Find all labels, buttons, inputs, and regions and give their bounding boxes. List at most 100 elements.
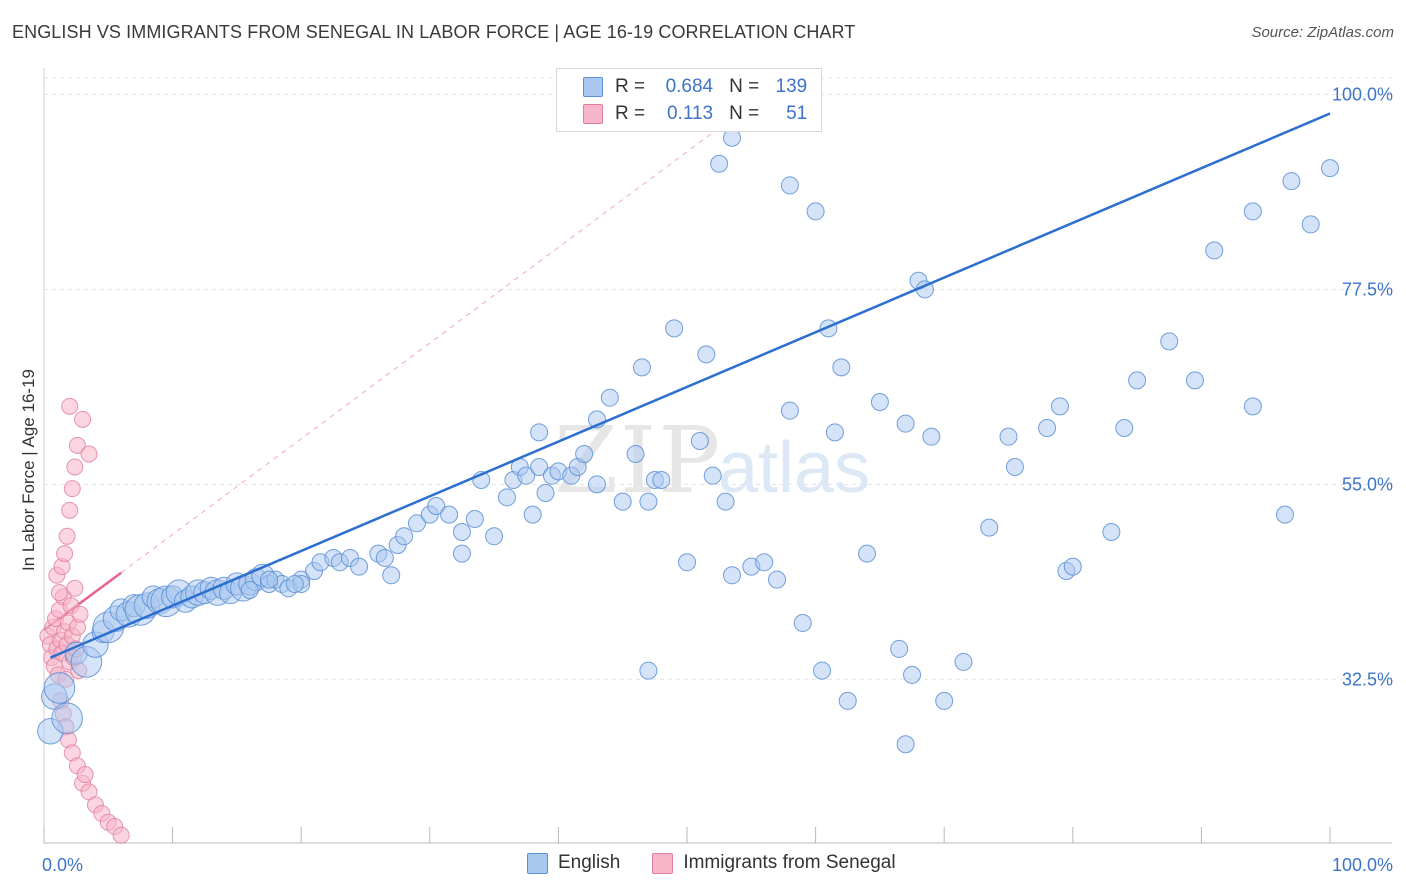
english-point [832, 358, 851, 377]
english-point [485, 527, 504, 546]
english-point [678, 553, 696, 572]
legend-swatch-english [583, 77, 603, 97]
english-point [1282, 172, 1301, 191]
y-axis-label: In Labor Force | Age 16-19 [19, 369, 38, 571]
legend-item-senegal[interactable]: Immigrants from Senegal [652, 852, 896, 874]
english-point [716, 492, 735, 511]
english-point [1321, 159, 1339, 178]
senegal-point [56, 545, 74, 563]
english-point [697, 345, 716, 364]
english-trend-line [49, 112, 1331, 659]
english-point [632, 358, 651, 377]
english-point [639, 661, 658, 680]
english-point [903, 665, 922, 684]
stats-legend: R = 0.684 N = 139 R = 0.113 N = 51 [556, 68, 822, 132]
english-point [626, 445, 645, 464]
legend-r-label: R = [615, 76, 646, 97]
source-label: Source: ZipAtlas.com [1251, 24, 1394, 41]
senegal-point [63, 480, 81, 498]
legend-swatch-english [527, 852, 548, 874]
english-point [1301, 215, 1320, 234]
english-point [935, 691, 954, 710]
english-point [240, 581, 259, 600]
axes [43, 68, 1392, 844]
english-points [37, 68, 1339, 754]
english-point [1128, 371, 1147, 390]
english-point [523, 505, 542, 524]
english-point [1185, 371, 1204, 390]
english-point [1243, 397, 1262, 416]
english-point [639, 492, 658, 511]
legend-label-senegal: Immigrants from Senegal [683, 852, 896, 873]
english-point [1005, 457, 1024, 476]
english-point [1038, 419, 1057, 438]
legend-n-value: 139 [775, 76, 808, 97]
legend-n-label: N = [729, 103, 760, 124]
english-point [587, 475, 606, 494]
senegal-point [112, 826, 130, 844]
senegal-point [50, 584, 68, 602]
legend-item-english[interactable]: English [527, 852, 620, 874]
x-tick-labels: 0.0% 100.0% [42, 855, 1393, 875]
english-point [780, 401, 799, 420]
legend-label-english: English [558, 852, 621, 873]
english-point [395, 527, 414, 546]
english-point [690, 432, 709, 451]
legend-row-senegal: R = 0.113 N = 51 [583, 101, 807, 127]
english-point [954, 652, 973, 671]
english-point [780, 176, 799, 195]
legend-n-value: 51 [786, 103, 808, 124]
senegal-point [71, 605, 89, 623]
senegal-point [74, 410, 92, 428]
senegal-point [66, 458, 84, 476]
english-point [858, 544, 877, 563]
senegal-point [61, 397, 79, 415]
english-point [710, 154, 729, 173]
y-tick-label: 77.5% [1342, 279, 1393, 299]
y-tick-label: 100.0% [1332, 84, 1393, 104]
english-point [870, 393, 889, 412]
english-point [497, 488, 516, 507]
english-point [825, 423, 844, 442]
english-point [813, 661, 832, 680]
english-point [768, 570, 787, 589]
legend-n-label: N = [729, 76, 760, 97]
english-point [260, 570, 279, 589]
english-point [838, 691, 857, 710]
legend-swatch-senegal [583, 104, 603, 124]
english-point [517, 466, 536, 485]
series-legend: English Immigrants from Senegal [527, 852, 928, 874]
english-point [51, 702, 83, 735]
english-point [1160, 332, 1179, 351]
english-point [575, 445, 594, 464]
x-tick-label: 0.0% [42, 855, 83, 875]
y-tick-labels: 32.5% 55.0% 77.5% 100.0% [1332, 84, 1393, 689]
senegal-point [61, 501, 79, 519]
chart-title: ENGLISH VS IMMIGRANTS FROM SENEGAL IN LA… [12, 22, 856, 42]
english-point [793, 613, 812, 632]
english-point [1050, 397, 1069, 416]
english-point [375, 548, 394, 567]
english-point [452, 522, 471, 541]
english-point [536, 483, 555, 502]
english-point [600, 388, 619, 407]
english-point [427, 496, 446, 515]
legend-r-value: 0.113 [666, 103, 714, 124]
english-point [465, 509, 484, 528]
english-point [980, 518, 999, 537]
english-point [1102, 522, 1121, 541]
english-point [43, 672, 76, 704]
legend-r-value: 0.684 [665, 76, 714, 97]
senegal-point [68, 436, 86, 454]
english-point [1205, 241, 1224, 260]
english-point [896, 735, 915, 754]
watermark-atlas: atlas [718, 428, 870, 508]
english-point [350, 557, 369, 576]
legend-r-label: R = [615, 103, 646, 124]
english-point [922, 427, 941, 446]
y-tick-label: 55.0% [1342, 474, 1393, 494]
english-point [999, 427, 1018, 446]
x-ticks [43, 827, 1331, 843]
english-point [896, 414, 915, 433]
